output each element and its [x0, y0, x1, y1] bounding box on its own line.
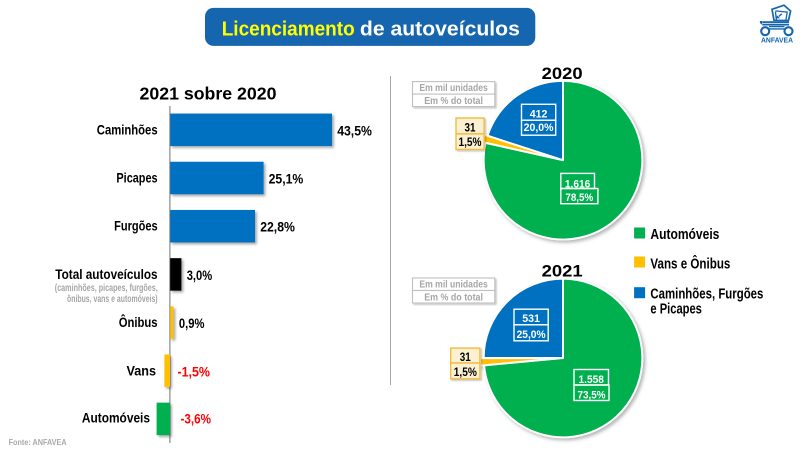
- svg-text:Em mil unidades: Em mil unidades: [419, 279, 488, 290]
- svg-text:Picapes: Picapes: [116, 171, 158, 186]
- svg-text:25,0%: 25,0%: [517, 329, 546, 341]
- svg-text:78,5%: 78,5%: [565, 192, 593, 204]
- svg-text:2020: 2020: [542, 65, 583, 83]
- svg-text:Em % do total: Em % do total: [424, 293, 483, 304]
- svg-text:25,1%: 25,1%: [269, 172, 304, 187]
- svg-text:Em mil unidades: Em mil unidades: [419, 83, 488, 94]
- svg-text:de autoveículos: de autoveículos: [360, 18, 520, 41]
- svg-text:Vans e Ônibus: Vans e Ônibus: [650, 254, 730, 272]
- svg-text:Furgões: Furgões: [114, 219, 158, 234]
- svg-text:Fonte: ANFAVEA: Fonte: ANFAVEA: [9, 437, 67, 447]
- svg-text:Caminhões: Caminhões: [97, 122, 158, 137]
- svg-text:31: 31: [460, 350, 471, 364]
- svg-text:Total autoveículos: Total autoveículos: [55, 267, 158, 282]
- svg-text:1,5%: 1,5%: [454, 365, 477, 379]
- svg-text:Licenciamento: Licenciamento: [222, 18, 355, 41]
- svg-text:22,8%: 22,8%: [260, 220, 295, 235]
- svg-text:412: 412: [530, 108, 548, 120]
- svg-text:3,0%: 3,0%: [187, 268, 213, 283]
- svg-text:-3,6%: -3,6%: [181, 412, 212, 427]
- svg-text:Ônibus: Ônibus: [119, 315, 158, 330]
- svg-text:1.558: 1.558: [579, 374, 604, 386]
- svg-text:1,5%: 1,5%: [459, 135, 482, 149]
- svg-text:31: 31: [465, 121, 476, 135]
- svg-text:73,5%: 73,5%: [578, 389, 606, 401]
- svg-text:e Picapes: e Picapes: [650, 302, 702, 318]
- svg-text:-1,5%: -1,5%: [178, 364, 211, 379]
- svg-text:Automóveis: Automóveis: [82, 411, 150, 426]
- svg-text:(caminhões, picapes, furgões,: (caminhões, picapes, furgões,: [55, 282, 158, 294]
- svg-text:20,0%: 20,0%: [524, 122, 554, 134]
- svg-text:Em % do total: Em % do total: [424, 96, 483, 107]
- svg-text:ônibus, vans e automóveis): ônibus, vans e automóveis): [67, 293, 158, 305]
- svg-text:2021 sobre 2020: 2021 sobre 2020: [140, 83, 277, 103]
- svg-text:531: 531: [522, 313, 540, 325]
- svg-text:ANFAVEA: ANFAVEA: [761, 35, 794, 44]
- svg-text:Caminhões, Furgões: Caminhões, Furgões: [650, 287, 763, 303]
- svg-text:Automóveis: Automóveis: [650, 227, 719, 243]
- svg-text:0,9%: 0,9%: [179, 316, 205, 331]
- svg-text:1.616: 1.616: [565, 178, 590, 190]
- svg-text:43,5%: 43,5%: [337, 123, 372, 138]
- svg-text:2021: 2021: [542, 262, 583, 281]
- svg-text:Vans: Vans: [127, 363, 157, 378]
